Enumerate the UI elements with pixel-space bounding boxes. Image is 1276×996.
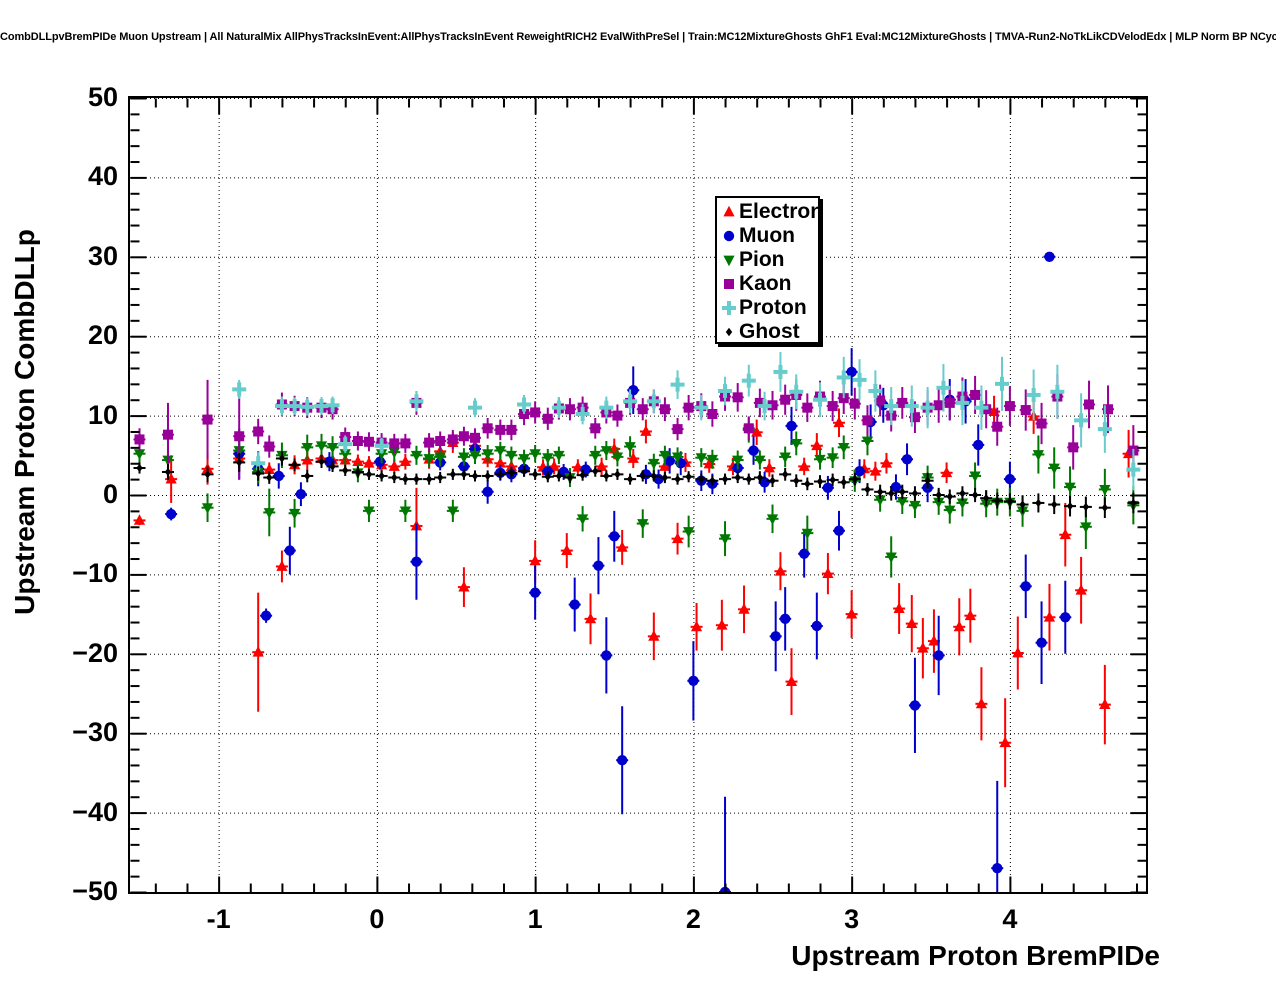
series-muon: [165, 251, 1072, 892]
x-tick-label: 1: [527, 904, 543, 934]
y-tick-label: 0: [102, 479, 118, 509]
cross-icon: [719, 298, 739, 318]
grid-layer: [130, 98, 1146, 892]
triangle-up-icon: [719, 202, 739, 222]
data-layer: [133, 251, 1141, 892]
x-tick-label: 2: [685, 904, 701, 934]
legend-item-muon[interactable]: Muon: [719, 224, 818, 248]
y-tick-label: −20: [72, 637, 118, 668]
series-proton: [232, 352, 1141, 491]
page-title: CombDLLpvBremPIDe Muon Upstream | All Na…: [0, 31, 1276, 43]
y-tick-label: −10: [72, 558, 118, 589]
legend-item-label: Proton: [739, 296, 807, 319]
plot-frame: Electron Muon Pion Kaon Proton Ghost: [128, 96, 1148, 894]
series-ghost: [133, 451, 1140, 519]
legend-item-label: Kaon: [739, 272, 792, 295]
legend-item-electron[interactable]: Electron: [719, 200, 823, 224]
x-axis-title: Upstream Proton BremPIDe: [791, 940, 1160, 971]
x-tick-label: 3: [844, 904, 860, 934]
x-tick-label: -1: [206, 904, 231, 934]
legend-item-label: Ghost: [739, 320, 800, 343]
y-tick-label: 20: [87, 320, 118, 351]
triangle-down-icon: [719, 250, 739, 270]
legend-item-pion[interactable]: Pion: [719, 248, 818, 272]
legend-item-proton[interactable]: Proton: [719, 296, 818, 320]
y-tick-label: −40: [72, 796, 118, 827]
x-tick-label: 4: [1002, 904, 1018, 934]
y-tick-label: 30: [87, 240, 118, 271]
legend-item-kaon[interactable]: Kaon: [719, 272, 818, 296]
y-tick-label: 50: [87, 82, 118, 112]
y-tick-label: −50: [72, 876, 118, 906]
legend-item-label: Muon: [739, 224, 795, 247]
legend[interactable]: Electron Muon Pion Kaon Proton Ghost: [715, 196, 823, 344]
square-icon: [719, 274, 739, 294]
x-tick-label: 0: [369, 904, 385, 934]
legend-item-label: Electron: [739, 200, 824, 223]
legend-item-label: Pion: [739, 248, 785, 271]
y-axis-title: Upstream Proton CombDLLp: [9, 229, 40, 615]
y-tick-label: −30: [72, 717, 118, 748]
diamond-icon: [719, 322, 739, 342]
y-tick-label: 40: [87, 161, 118, 192]
legend-item-ghost[interactable]: Ghost: [719, 320, 818, 344]
circle-icon: [719, 226, 739, 246]
y-tick-label: 10: [87, 399, 118, 430]
